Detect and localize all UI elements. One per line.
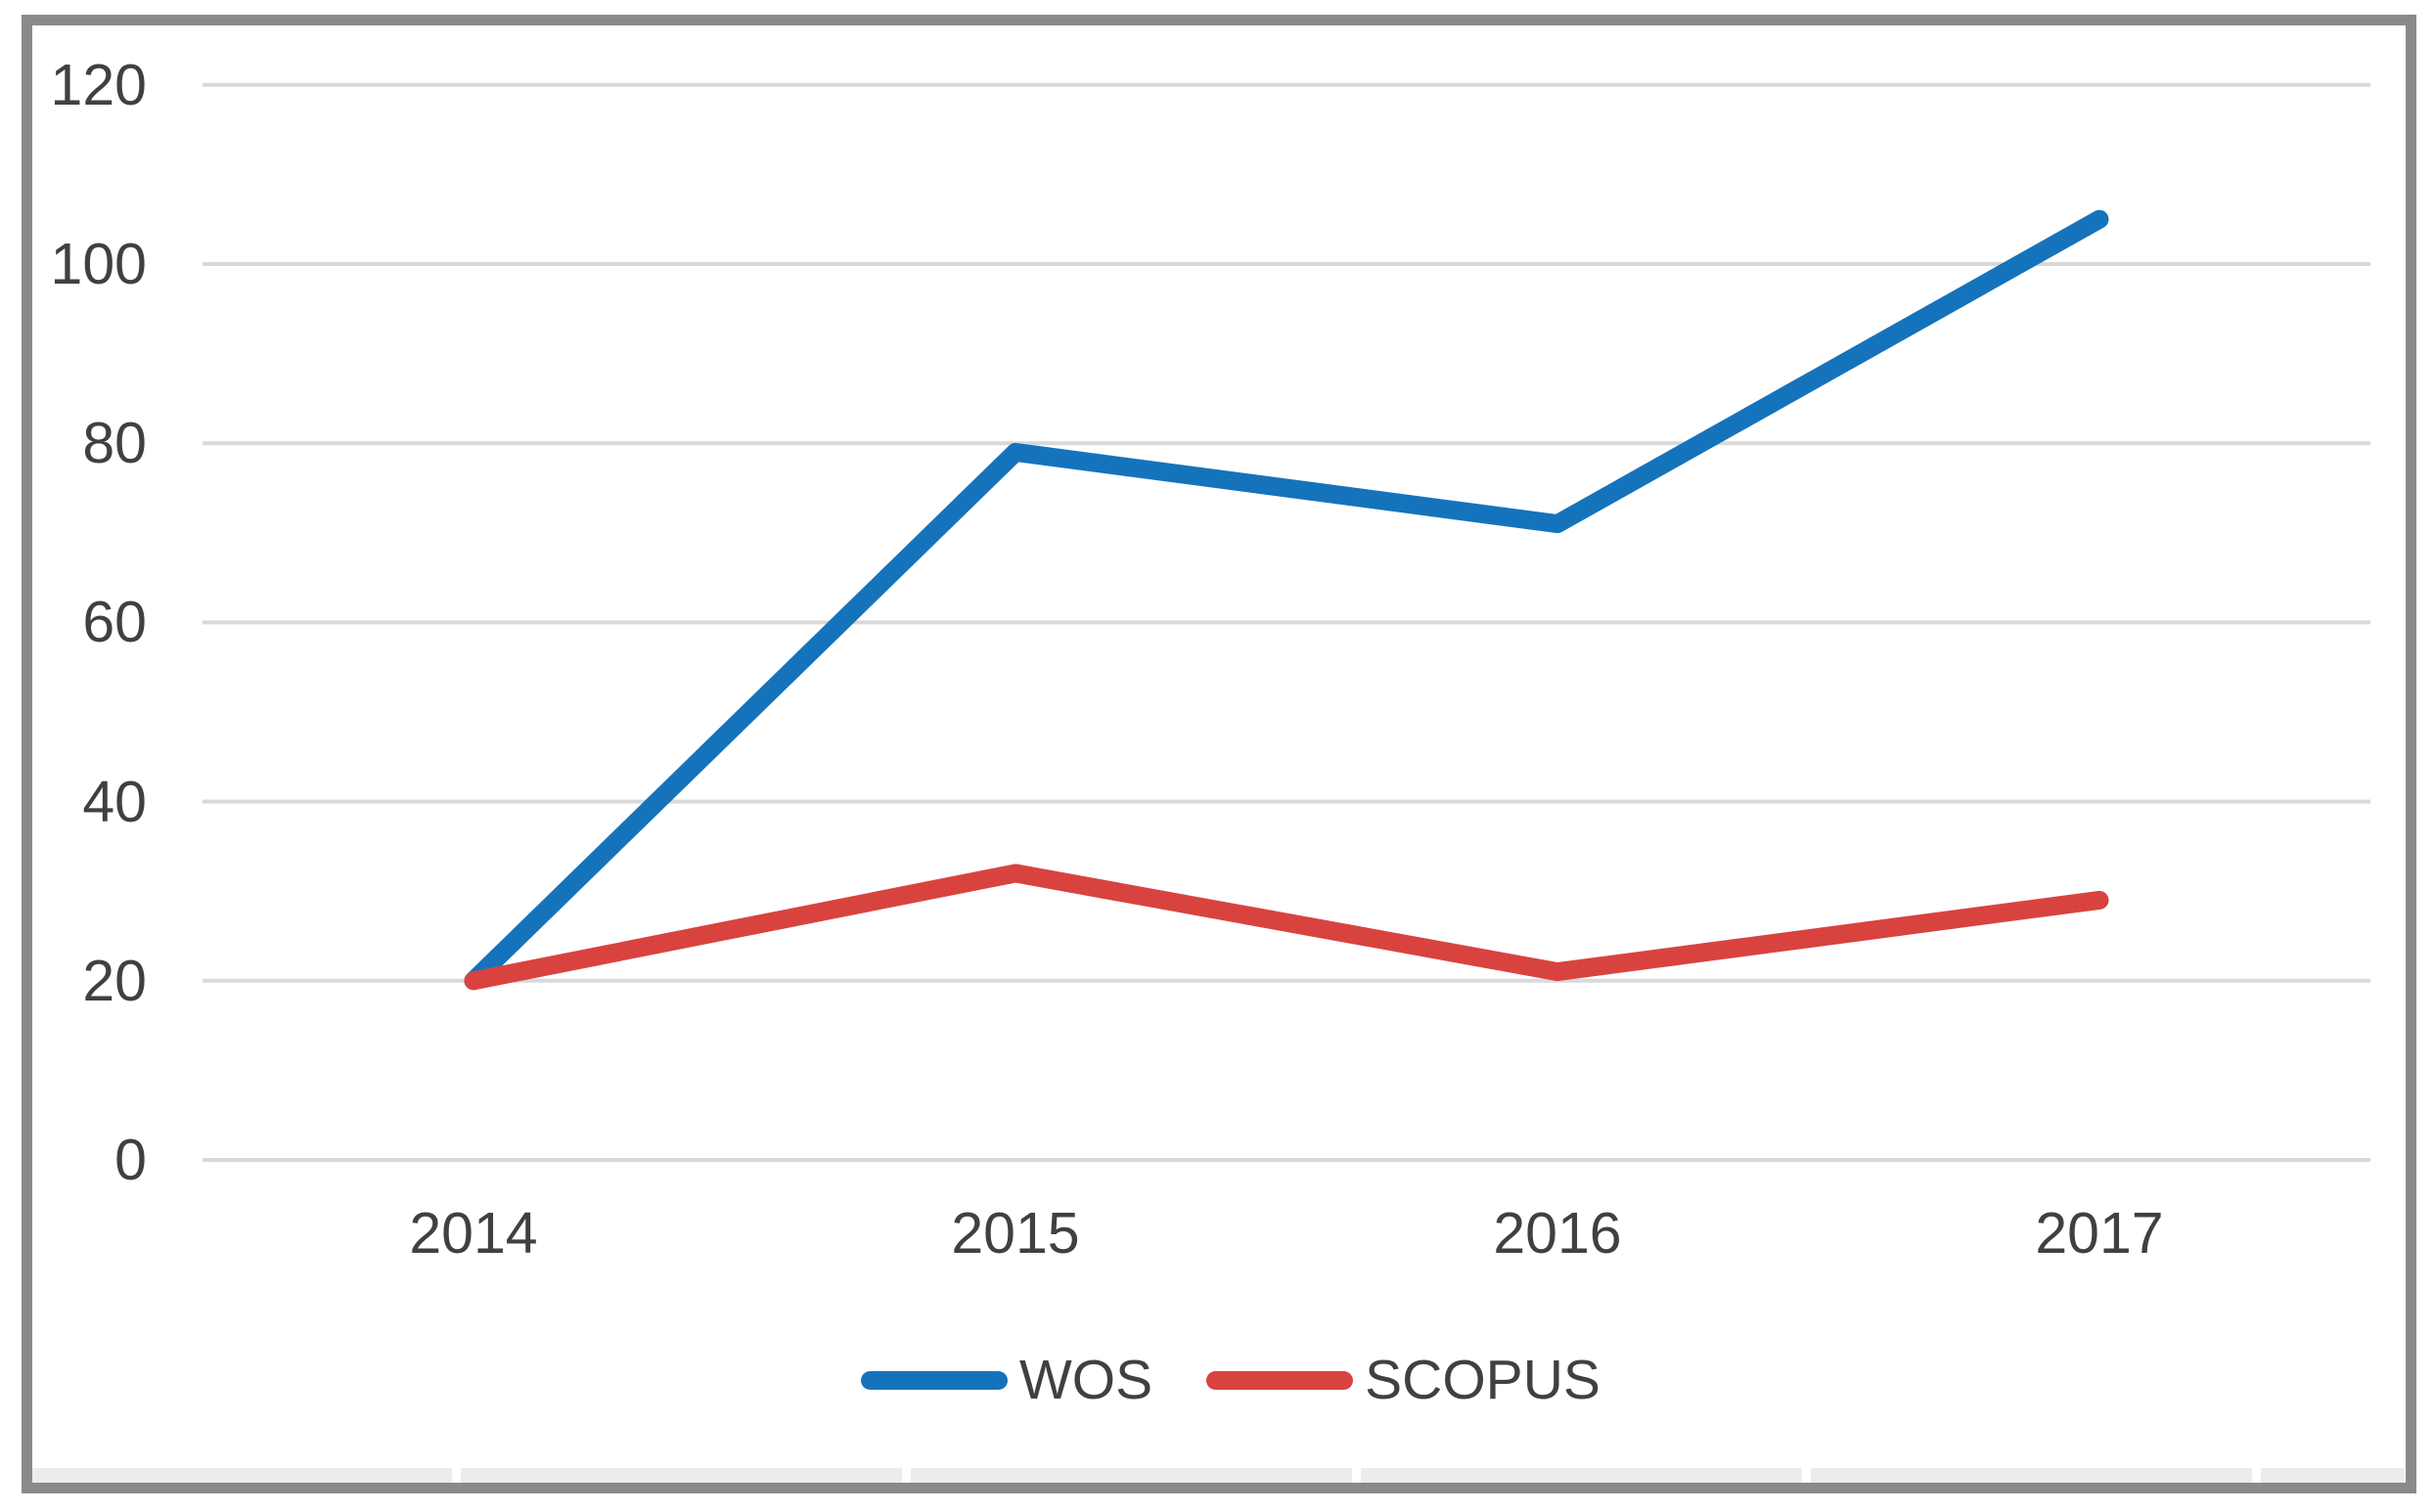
- y-axis-tick-label: 20: [82, 948, 147, 1013]
- x-axis-tick-label: 2017: [2035, 1201, 2164, 1266]
- y-axis-tick-label: 60: [82, 590, 147, 655]
- legend-item-scopus: SCOPUS: [1206, 1346, 1600, 1414]
- y-axis-tick-label: 120: [50, 52, 147, 117]
- x-axis-tick-label: 2016: [1493, 1201, 1622, 1266]
- spreadsheet-row-band: [32, 1468, 2405, 1483]
- chart-legend: WOS SCOPUS: [861, 1342, 1600, 1418]
- y-axis-tick-label: 80: [82, 411, 147, 476]
- column-divider-notch: [1352, 1468, 1361, 1483]
- y-axis-tick-label: 40: [82, 769, 147, 834]
- column-divider-notch: [1802, 1468, 1811, 1483]
- legend-label: WOS: [1019, 1349, 1153, 1411]
- column-divider-notch: [452, 1468, 461, 1483]
- wos-series-line: [464, 209, 2109, 991]
- scopus-series-line: [464, 864, 2109, 991]
- y-axis-tick-label: 100: [50, 232, 147, 296]
- column-divider-notch: [902, 1468, 911, 1483]
- x-axis-tick-label: 2014: [409, 1201, 538, 1266]
- legend-line-key-scopus: [1206, 1370, 1354, 1390]
- legend-line-key-wos: [861, 1370, 1008, 1390]
- legend-label: SCOPUS: [1365, 1349, 1600, 1411]
- x-axis-tick-label: 2015: [951, 1201, 1080, 1266]
- legend-item-wos: WOS: [861, 1346, 1152, 1414]
- column-divider-notch: [2252, 1468, 2261, 1483]
- y-axis-tick-label: 0: [114, 1128, 147, 1192]
